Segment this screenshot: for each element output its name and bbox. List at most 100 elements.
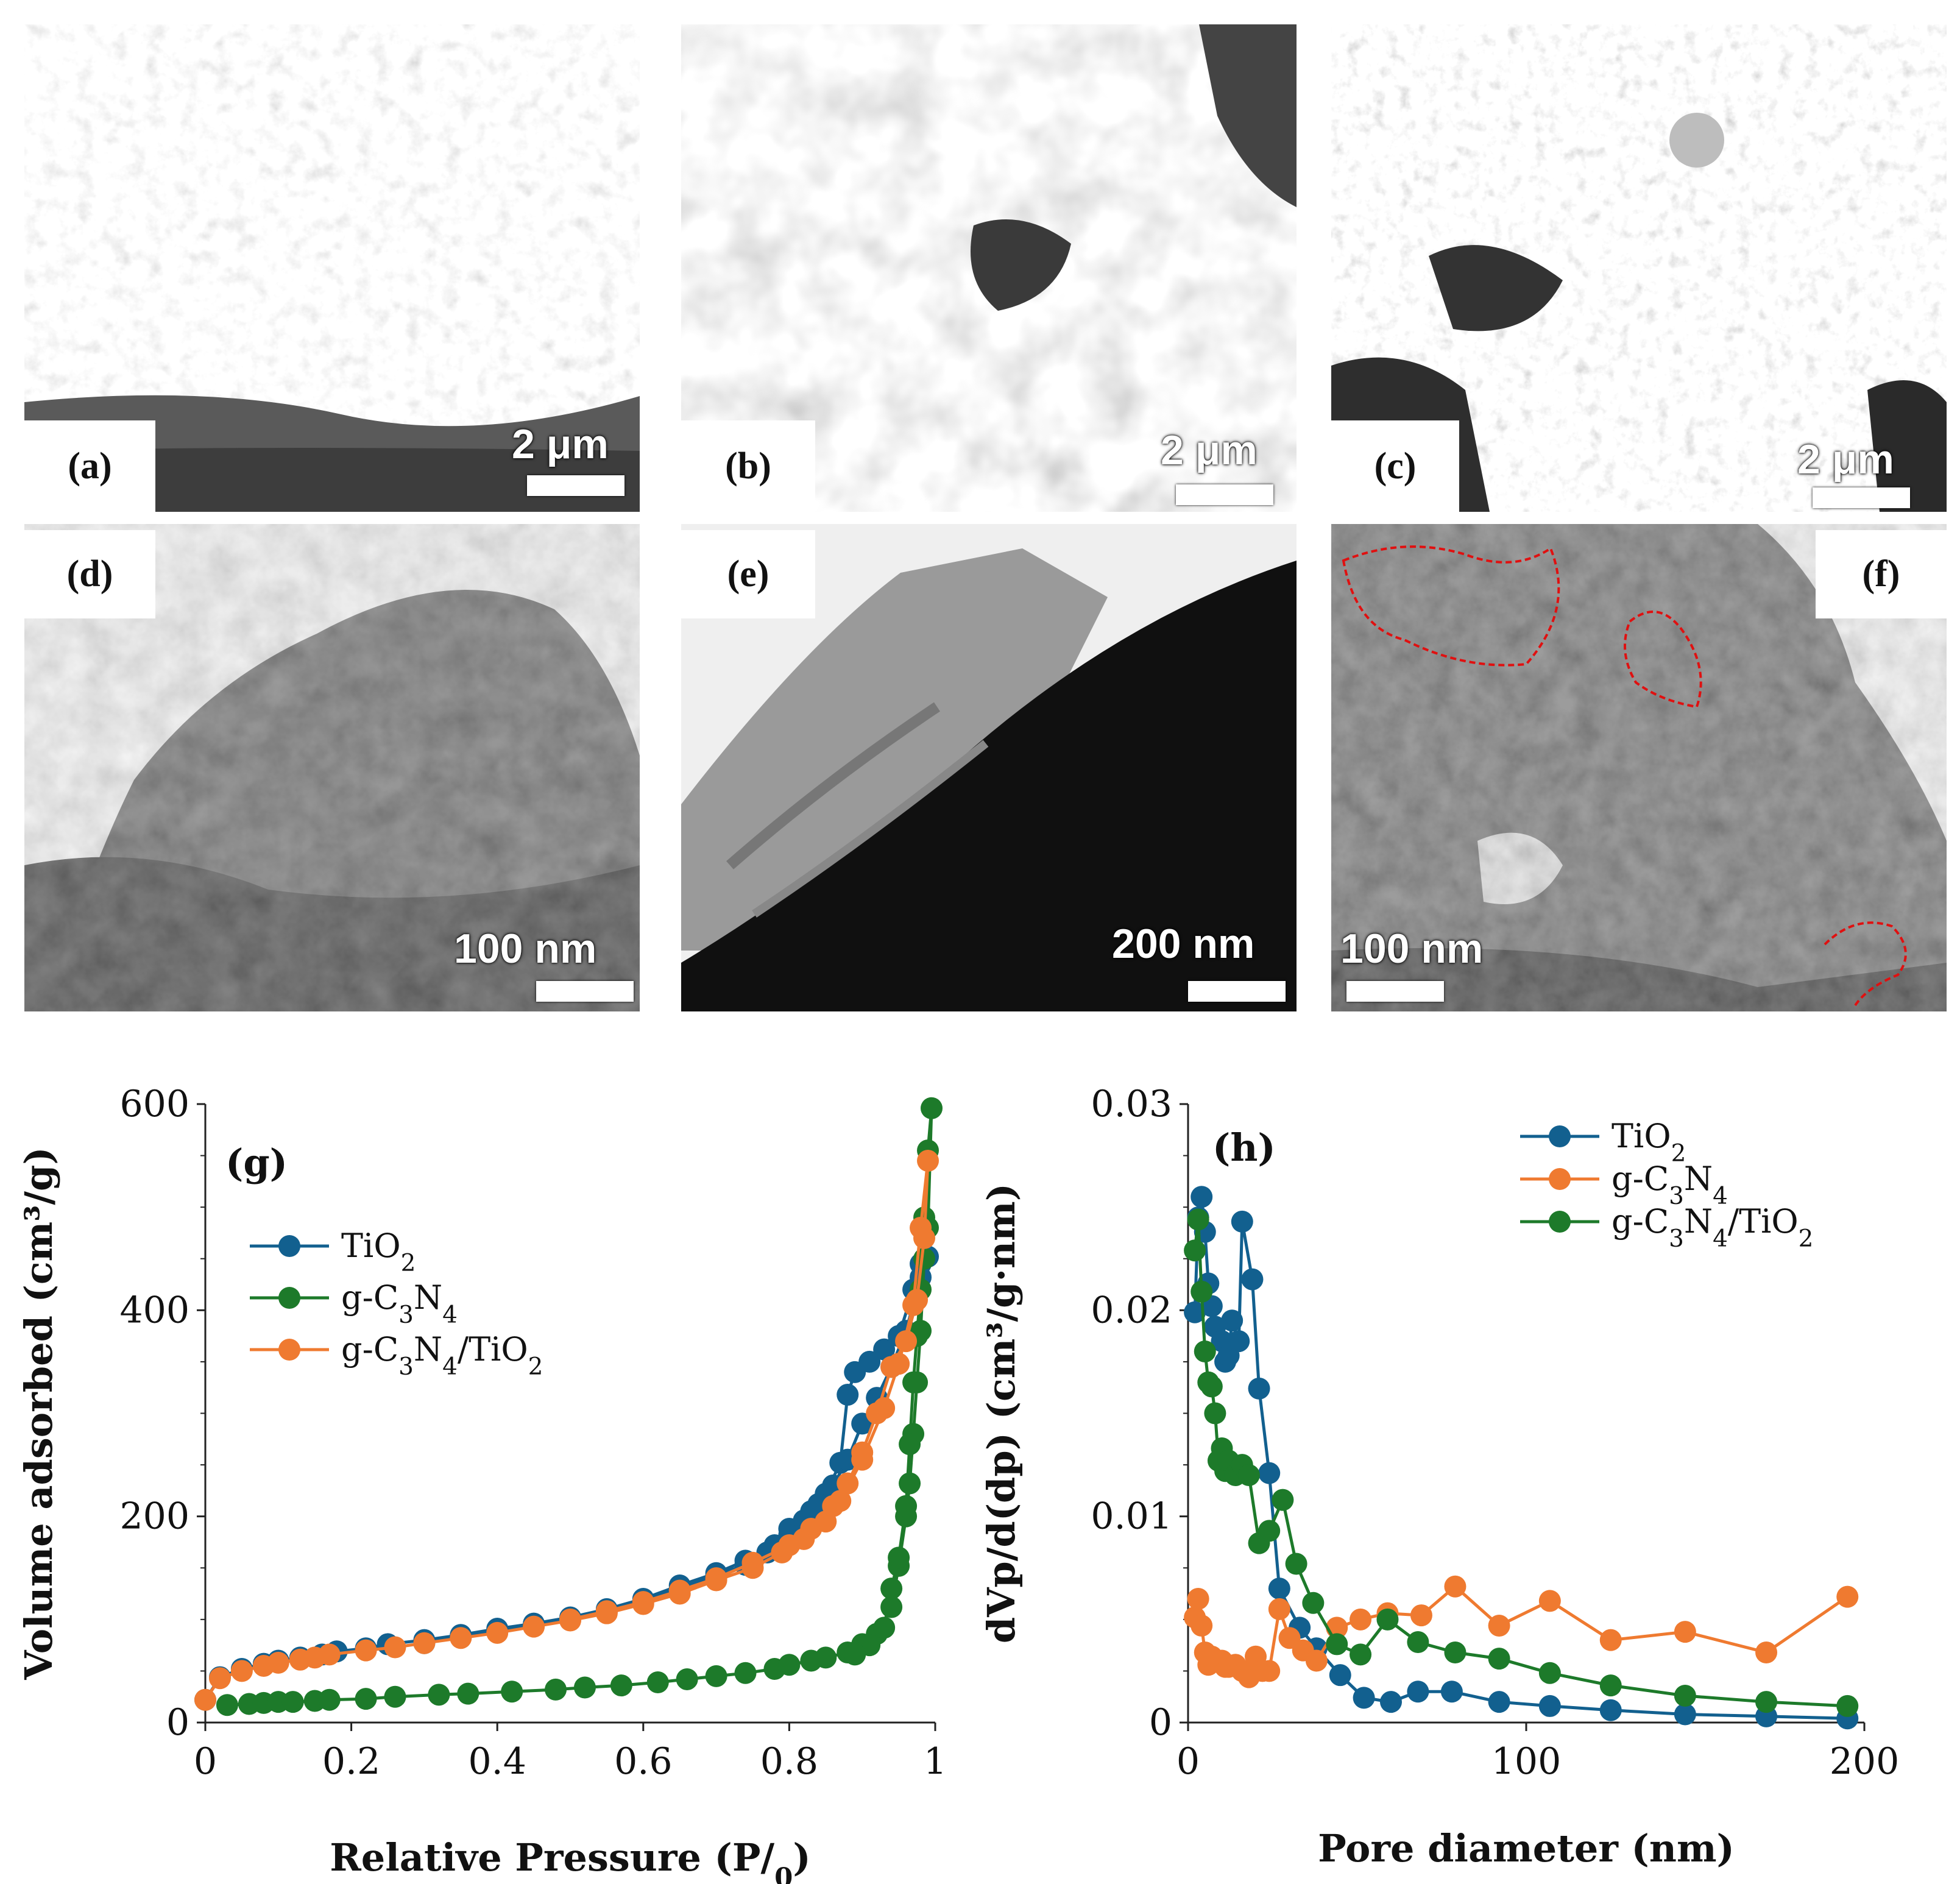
panel-label-a: (a) <box>24 420 155 512</box>
data-point <box>501 1680 523 1703</box>
panel-label-c: (c) <box>1331 420 1459 512</box>
x-tick-label: 0.8 <box>760 1740 818 1783</box>
series-g-c3n4-tio2 <box>194 1150 939 1711</box>
data-point <box>1184 1239 1206 1262</box>
scale-label-f: 100 nm <box>1340 926 1484 972</box>
data-point <box>384 1636 406 1659</box>
data-point <box>858 1350 881 1373</box>
data-point <box>676 1668 698 1690</box>
data-point <box>873 1338 896 1361</box>
data-point <box>822 1495 844 1517</box>
y-tick-label: 0.01 <box>1091 1495 1172 1538</box>
data-point <box>741 1551 764 1574</box>
series-tio2 <box>1184 1186 1859 1730</box>
data-point <box>1329 1664 1351 1687</box>
scale-bar-e <box>1188 981 1286 1002</box>
series-line <box>203 1255 930 1701</box>
data-point <box>1407 1631 1429 1654</box>
data-point <box>208 1667 231 1690</box>
data-point <box>1268 1578 1290 1600</box>
data-point <box>1221 1309 1244 1332</box>
data-point <box>1191 1280 1213 1303</box>
data-point <box>880 1578 903 1600</box>
data-point <box>913 1227 936 1249</box>
data-point <box>457 1682 479 1705</box>
y-tick-label: 0.03 <box>1091 1083 1172 1125</box>
data-point <box>778 1654 801 1676</box>
y-axis-title: dVp/d(dp) (cm³/g·nm) <box>979 1183 1024 1643</box>
y-tick-label: 0 <box>166 1701 189 1744</box>
y-tick-label: 0.02 <box>1091 1289 1172 1331</box>
series-tio2 <box>194 1245 939 1711</box>
scale-bar-d <box>536 981 634 1002</box>
legend-marker <box>1549 1168 1571 1190</box>
x-axis-title: Pore diameter (nm) <box>1318 1826 1735 1871</box>
data-point <box>610 1674 632 1697</box>
data-point <box>632 1591 654 1613</box>
data-point <box>595 1600 618 1623</box>
data-point <box>230 1660 253 1682</box>
x-tick-label: 0.6 <box>614 1740 672 1783</box>
data-point <box>866 1402 888 1425</box>
scale-bar-c <box>1813 487 1910 508</box>
data-point <box>1350 1608 1372 1631</box>
data-point <box>281 1691 304 1713</box>
data-point <box>1380 1691 1402 1713</box>
data-point <box>778 1534 801 1557</box>
legend-marker <box>1549 1125 1571 1147</box>
data-point <box>1353 1687 1375 1709</box>
data-point <box>880 1596 903 1618</box>
data-point <box>1258 1520 1281 1542</box>
data-point <box>1194 1340 1216 1362</box>
chart-h: 0 0.01 0.02 0.03 0 100 200 Pore diameter (nm) dV… <box>979 1083 1899 1871</box>
data-point <box>1302 1592 1325 1614</box>
data-point <box>668 1579 691 1602</box>
data-point <box>267 1651 289 1674</box>
data-point <box>1285 1553 1307 1575</box>
data-point <box>1755 1641 1778 1663</box>
data-point <box>895 1495 918 1517</box>
data-point <box>1187 1588 1209 1610</box>
data-point <box>899 1433 921 1456</box>
data-point <box>1326 1633 1348 1656</box>
data-point <box>1187 1208 1209 1231</box>
data-point <box>1184 1301 1206 1323</box>
data-point <box>844 1643 866 1666</box>
data-point <box>559 1608 581 1631</box>
data-point <box>906 1289 929 1311</box>
data-point <box>355 1639 377 1662</box>
data-point <box>1258 1462 1281 1484</box>
data-point <box>1200 1375 1223 1398</box>
scale-label-a: 2 μm <box>512 421 609 467</box>
data-point <box>1407 1680 1429 1703</box>
panel-label-b: (b) <box>681 420 815 512</box>
data-point <box>523 1615 545 1638</box>
data-point <box>899 1472 921 1495</box>
x-tick-label: 0.4 <box>468 1740 526 1783</box>
data-point <box>705 1567 727 1590</box>
data-point <box>1538 1662 1561 1684</box>
data-point <box>1599 1629 1622 1651</box>
data-point <box>1204 1402 1226 1425</box>
scale-label-c: 2 μm <box>1797 436 1894 483</box>
data-point <box>384 1685 406 1708</box>
data-point <box>428 1684 450 1706</box>
legend-label: TiO2 <box>341 1227 416 1277</box>
data-point <box>194 1688 216 1711</box>
data-point <box>1305 1649 1328 1672</box>
y-tick-label: 0 <box>1149 1701 1172 1744</box>
scale-label-b: 2 μm <box>1161 427 1258 473</box>
data-point <box>1674 1703 1696 1726</box>
data-point <box>1444 1575 1466 1598</box>
data-point <box>837 1472 859 1495</box>
data-point <box>837 1384 859 1406</box>
y-tick-label: 200 <box>119 1495 189 1538</box>
x-tick-label: 1 <box>924 1740 947 1783</box>
legend-marker <box>278 1287 300 1309</box>
legend-label: g-C3N4 <box>341 1278 458 1329</box>
data-point <box>1488 1614 1510 1637</box>
data-point <box>1755 1691 1778 1713</box>
data-point <box>800 1517 823 1540</box>
data-point <box>450 1627 472 1649</box>
